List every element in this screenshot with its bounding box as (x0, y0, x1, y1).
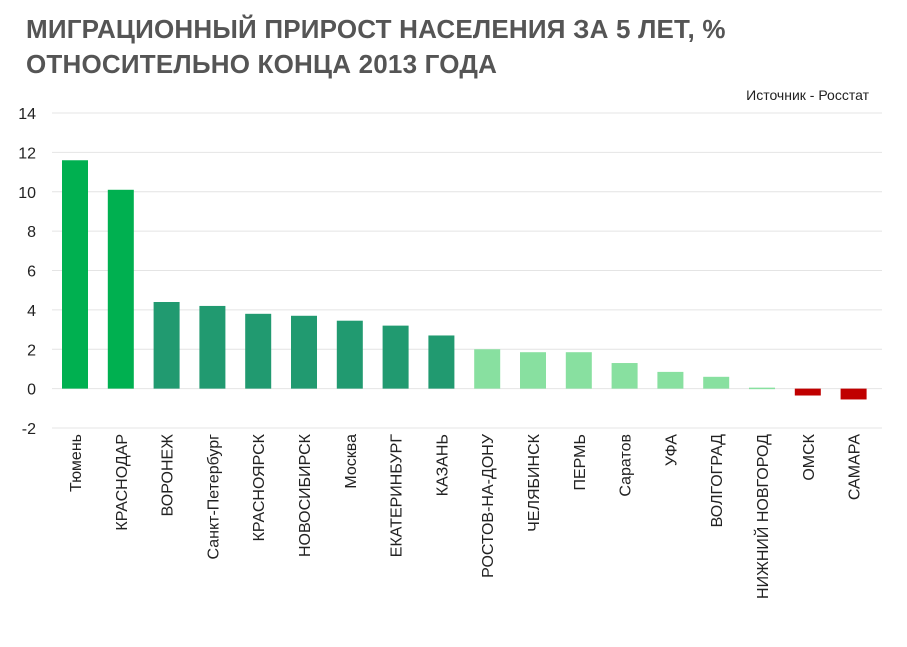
bar (245, 313, 272, 389)
bar (336, 320, 363, 389)
x-category-label: Москва (343, 434, 360, 489)
chart-title: МИГРАЦИОННЫЙ ПРИРОСТ НАСЕЛЕНИЯ ЗА 5 ЛЕТ,… (26, 12, 786, 82)
y-tick-label: 14 (18, 106, 36, 123)
gridlines (52, 112, 882, 429)
y-tick-label: 10 (18, 185, 36, 202)
x-category-label: ЕКАТЕРИНБУРГ (389, 434, 406, 558)
source-note: Источник - Росстат (746, 87, 869, 103)
bar (794, 388, 821, 396)
bar (62, 160, 88, 389)
y-tick-label: 0 (27, 382, 36, 399)
bar (107, 189, 134, 389)
x-category-label: КАЗАНЬ (434, 434, 451, 496)
bar (199, 305, 226, 389)
x-category-label: Саратов (618, 434, 635, 497)
y-tick-label: 4 (27, 303, 36, 320)
bar (291, 315, 317, 389)
bar (703, 376, 730, 389)
y-tick-label: 6 (27, 264, 36, 281)
x-category-label: НОВОСИБИРСК (297, 433, 314, 557)
bar (565, 352, 592, 389)
x-category-label: УФА (663, 434, 680, 466)
x-category-label: КРАСНОЯРСК (251, 433, 268, 541)
x-category-label: ВОЛГОГРАД (709, 434, 726, 528)
x-axis-category-labels: Тюмень КРАСНОДАР ВОРОНЕЖ Санкт-Петербург КРА… (68, 433, 864, 599)
x-category-label: Тюмень (68, 434, 85, 492)
x-category-label: ЧЕЛЯБИНСК (526, 433, 543, 532)
bar (474, 349, 501, 389)
bars (62, 160, 867, 400)
bar (611, 363, 638, 389)
x-category-label: РОСТОВ-НА-ДОНУ (480, 433, 497, 578)
x-category-label: САМАРА (847, 434, 864, 500)
y-tick-label: -2 (22, 421, 36, 438)
y-axis-tick-labels: -2 0 2 4 6 8 10 12 14 (18, 106, 36, 438)
chart-title-line-2: ОТНОСИТЕЛЬНО КОНЦА 2013 ГОДА (26, 49, 498, 79)
y-tick-label: 8 (27, 224, 36, 241)
chart-title-line-1: МИГРАЦИОННЫЙ ПРИРОСТ НАСЕЛЕНИЯ ЗА 5 ЛЕТ,… (26, 14, 726, 44)
x-category-label: Санкт-Петербург (205, 434, 222, 560)
bar (657, 371, 684, 389)
bar (382, 325, 409, 389)
x-category-label: НИЖНИЙ НОВГОРОД (753, 434, 772, 599)
y-tick-label: 2 (27, 342, 36, 359)
bar (153, 302, 180, 389)
x-category-label: КРАСНОДАР (114, 434, 131, 531)
x-category-label: ПЕРМЬ (572, 434, 589, 491)
y-tick-label: 12 (18, 145, 36, 162)
bar (520, 352, 546, 389)
bar (428, 335, 455, 389)
bar (749, 387, 775, 390)
x-category-label: ОМСК (801, 433, 818, 480)
bar (840, 388, 867, 400)
x-category-label: ВОРОНЕЖ (160, 434, 177, 517)
